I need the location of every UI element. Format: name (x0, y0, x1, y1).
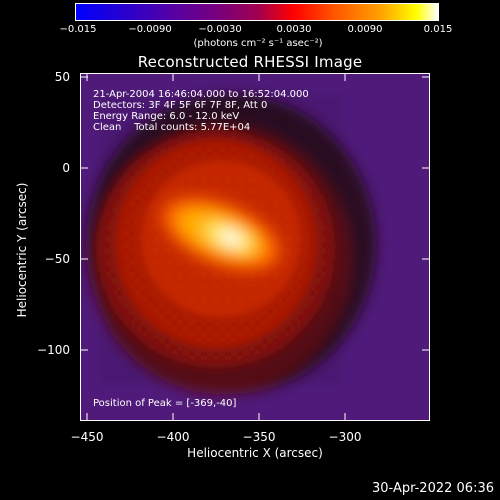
plot-title: Reconstructed RHESSI Image (137, 53, 363, 71)
colorbar-units: (photons cm⁻² s⁻¹ asec⁻²) (193, 38, 323, 49)
x-tick-label: −450 (70, 430, 104, 444)
x-tick-label: −300 (328, 430, 362, 444)
info-energy-range: Energy Range: 6.0 - 12.0 keV (93, 111, 240, 122)
colorbar-tick-label: 0.0030 (276, 24, 312, 35)
image-frame (80, 73, 430, 421)
emission-core (162, 197, 280, 271)
x-axis-title: Heliocentric X (arcsec) (187, 446, 323, 460)
info-detectors: Detectors: 3F 4F 5F 6F 7F 8F, Att 0 (93, 100, 268, 111)
footer-timestamp: 30-Apr-2022 06:36 (372, 481, 494, 496)
colorbar-tick-label: −0.0090 (128, 24, 172, 35)
colorbar-tick-label: −0.0030 (198, 24, 242, 35)
colorbar-tick-label: 0.015 (423, 24, 453, 35)
info-time-range: 21-Apr-2004 16:46:04.000 to 16:52:04.000 (93, 89, 309, 100)
colorbar-tick-label: 0.0090 (347, 24, 383, 35)
y-tick-label: 0 (62, 161, 70, 175)
x-tick-label: −350 (242, 430, 276, 444)
y-axis-title: Heliocentric Y (arcsec) (15, 182, 29, 318)
info-peak-position: Position of Peak = [-369,-40] (93, 398, 237, 409)
x-tick-label: −400 (156, 430, 190, 444)
colorbar-tick-label: −0.015 (59, 24, 97, 35)
info-clean-counts: Clean Total counts: 5.77E+04 (93, 122, 251, 133)
colorbar (75, 3, 439, 21)
y-tick-label: −50 (44, 252, 70, 266)
y-tick-label: 50 (54, 70, 70, 84)
y-tick-label: −100 (37, 343, 70, 357)
colorbar-gradient (76, 4, 438, 20)
rhessi-image (81, 74, 429, 420)
